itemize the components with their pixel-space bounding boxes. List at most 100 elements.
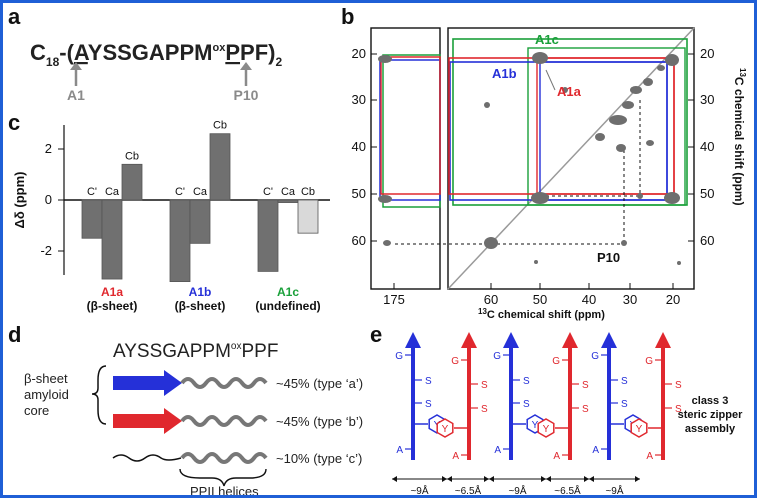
e-distance-arrowhead xyxy=(392,476,397,482)
a1b-box-left xyxy=(379,59,441,201)
peak xyxy=(484,102,490,108)
e-distance-arrowhead xyxy=(541,476,546,482)
e-distance-arrowhead xyxy=(589,476,594,482)
c-bar-category-label: Cb xyxy=(301,186,315,198)
c-y-tick-label: 2 xyxy=(45,141,52,156)
c-bar xyxy=(277,199,299,203)
peak xyxy=(531,192,549,204)
e-distance-arrowhead xyxy=(546,476,551,482)
d-row-pct: ~45% (type ‘a’) xyxy=(276,376,363,391)
peak xyxy=(595,133,605,141)
e-residue-label: S xyxy=(582,380,589,391)
x-tick: 30 xyxy=(623,292,637,307)
e-residue-label: S xyxy=(621,399,628,410)
e-residue-label: A xyxy=(452,451,459,462)
e-residue-label: G xyxy=(395,351,403,362)
a1-arrowhead xyxy=(70,62,82,70)
d-ppii-brace xyxy=(179,468,267,487)
c-bar xyxy=(209,133,231,201)
peak xyxy=(664,192,680,204)
x-tick: 20 xyxy=(666,292,680,307)
e-strand-arrowhead xyxy=(405,332,421,348)
e-tyrosine-ring xyxy=(436,418,454,438)
c-bar xyxy=(189,199,211,244)
e-distance-arrowhead xyxy=(447,476,452,482)
right-y-tick: 40 xyxy=(700,139,714,154)
panel-b: b 20 30 40 50 60 20 30 40 50 60 13C chem… xyxy=(341,4,747,321)
peak xyxy=(665,54,679,66)
a1b-box xyxy=(449,61,668,201)
left-y-axis: 20 30 40 50 60 xyxy=(352,46,377,248)
e-tyrosine-ring xyxy=(630,418,648,438)
x-tick: 175 xyxy=(383,292,405,307)
panel-e-label: e xyxy=(370,322,382,347)
c-bar xyxy=(257,199,279,272)
e-residue-label: G xyxy=(645,356,653,367)
right-y-tick: 30 xyxy=(700,92,714,107)
right-y-tick: 60 xyxy=(700,233,714,248)
peak xyxy=(643,78,653,86)
a1c-box xyxy=(452,38,688,206)
e-strands: GSSYAGSSYAGSSYAGSSYAGSSYAGSSYA xyxy=(395,332,682,462)
peak xyxy=(637,193,643,199)
e-residue-label: S xyxy=(481,380,488,391)
c-group-sub: (β-sheet) xyxy=(175,299,226,313)
d-ppii-label: PPII helices xyxy=(190,484,259,498)
e-distance-arrows: ~9Å ~6.5Å ~9Å ~6.5Å ~9Å xyxy=(392,476,640,497)
c-bar-category-label: Cb xyxy=(125,150,139,162)
c-group-sub: (undefined) xyxy=(255,299,320,313)
e-residue-label: A xyxy=(646,451,653,462)
a1a-label: A1a xyxy=(557,84,582,99)
c-group-name: A1a xyxy=(101,285,123,299)
peak xyxy=(534,260,538,264)
e-residue-label: S xyxy=(425,399,432,410)
panel-a-label: a xyxy=(8,4,21,29)
panel-d-label: d xyxy=(8,322,21,347)
peak xyxy=(562,87,568,93)
left-y-tick: 30 xyxy=(352,92,366,107)
c-bar-category-label: Ca xyxy=(281,186,296,198)
e-residue-label: A xyxy=(592,445,599,456)
peak xyxy=(622,101,634,109)
e-distance-arrowhead xyxy=(635,476,640,482)
e-residue-label: Y xyxy=(543,424,550,435)
left-y-tick: 50 xyxy=(352,186,366,201)
d-core-label-line1: β-sheet xyxy=(24,371,68,386)
c-bar-category-label: Cb xyxy=(213,120,227,132)
e-residue-label: S xyxy=(523,376,530,387)
d-random-coil xyxy=(112,454,182,462)
c-group-name: A1b xyxy=(189,285,212,299)
spectrum-main-frame xyxy=(447,27,695,290)
right-y-tick: 50 xyxy=(700,186,714,201)
right-y-tick: 20 xyxy=(700,46,714,61)
e-tyrosine-ring xyxy=(537,418,555,438)
c-group-name: A1c xyxy=(277,285,299,299)
left-y-tick: 60 xyxy=(352,233,366,248)
panel-c-label: c xyxy=(8,110,20,135)
p10-arrowhead xyxy=(240,62,252,70)
peak xyxy=(484,237,498,249)
peak xyxy=(378,55,392,63)
panel-d: d AYSSGAPPMoxPPF β-sheet amyloid core ~4… xyxy=(8,322,363,498)
peak xyxy=(616,144,626,152)
c-y-tick-label: 0 xyxy=(45,192,52,207)
d-core-label-line2: amyloid xyxy=(24,387,69,402)
peak xyxy=(621,240,627,246)
e-side-label-line3: assembly xyxy=(685,423,736,435)
e-strand-arrowhead xyxy=(461,332,477,348)
x-tick: 40 xyxy=(582,292,596,307)
c-bar xyxy=(101,199,123,280)
e-residue-label: G xyxy=(451,356,459,367)
d-arrow-red xyxy=(113,408,182,434)
y-axis-label: 13C chemical shift (ppm) xyxy=(732,68,747,206)
x-axis: 175 60 50 40 30 20 13C chemical shift (p… xyxy=(383,283,680,321)
d-sequence: AYSSGAPPMoxPPF xyxy=(113,341,278,362)
d-row-pct: ~10% (type ‘c’) xyxy=(276,451,362,466)
e-distance-label: ~9Å xyxy=(605,484,623,497)
c-bar xyxy=(121,163,143,201)
peak xyxy=(630,86,642,94)
nmr-peaks xyxy=(378,52,681,265)
c-bar-category-label: C' xyxy=(175,186,185,198)
